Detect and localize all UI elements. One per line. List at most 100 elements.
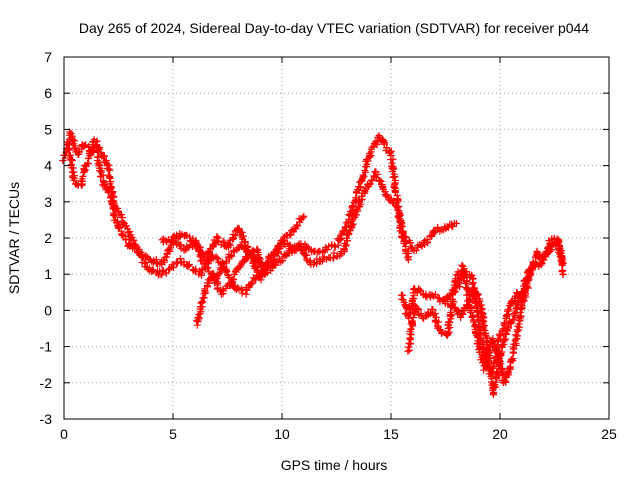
data-point-marker: [423, 236, 431, 244]
data-point-marker: [510, 310, 518, 318]
data-point-marker: [364, 157, 372, 165]
data-point-marker: [192, 265, 200, 273]
data-point-marker: [396, 221, 404, 229]
data-point-marker: [172, 235, 180, 243]
data-point-marker: [373, 141, 381, 149]
data-point-marker: [70, 168, 78, 176]
data-point-marker: [237, 285, 245, 293]
y-tick-label: 4: [44, 158, 52, 174]
data-point-marker: [358, 195, 366, 203]
data-point-marker: [152, 255, 160, 263]
data-point-marker: [408, 317, 416, 325]
data-point-marker: [59, 156, 67, 164]
data-point-marker: [360, 173, 368, 181]
data-point-marker: [512, 331, 520, 339]
axes: 0 5 10 15 20 25 -3 -2 -1 0 1 2 3 4 5 6 7: [40, 49, 617, 442]
data-point-marker: [387, 194, 395, 202]
data-point-marker: [241, 238, 249, 246]
data-point-marker: [455, 307, 463, 315]
data-point-marker: [106, 174, 114, 182]
data-point-marker: [490, 382, 498, 390]
y-tick-label: 1: [44, 266, 52, 282]
data-point-marker: [170, 263, 178, 271]
data-point-marker: [199, 294, 207, 302]
data-point-marker: [416, 286, 424, 294]
data-point-marker: [368, 176, 376, 184]
y-tick-label: 3: [44, 194, 52, 210]
data-point-marker: [234, 284, 242, 292]
data-point-marker: [261, 270, 269, 278]
data-point-marker: [505, 307, 513, 315]
data-point-marker: [463, 286, 471, 294]
data-point-marker: [488, 368, 496, 376]
data-point-marker: [471, 328, 479, 336]
data-point-marker: [334, 241, 342, 249]
data-point-marker: [84, 159, 92, 167]
data-point-marker: [300, 212, 308, 220]
x-axis-label: GPS time / hours: [281, 457, 388, 473]
data-point-marker: [499, 325, 507, 333]
data-point-marker: [117, 227, 125, 235]
data-point-marker: [529, 258, 537, 266]
data-point-marker: [115, 223, 123, 231]
data-points: [59, 128, 567, 399]
data-point-marker: [105, 165, 113, 173]
data-point-marker: [476, 316, 484, 324]
data-point-marker: [361, 167, 369, 175]
data-point-marker: [218, 258, 226, 266]
data-point-marker: [201, 264, 209, 272]
data-point-marker: [525, 275, 533, 283]
data-point-marker: [259, 267, 267, 275]
data-point-marker: [489, 364, 497, 372]
data-point-marker: [299, 214, 307, 222]
data-point-marker: [295, 240, 303, 248]
data-point-marker: [248, 278, 256, 286]
data-point-marker: [479, 340, 487, 348]
data-point-marker: [527, 270, 535, 278]
data-point-marker: [405, 346, 413, 354]
data-point-marker: [238, 289, 246, 297]
data-point-marker: [398, 222, 406, 230]
data-point-marker: [110, 201, 118, 209]
y-tick-label: 5: [44, 121, 52, 137]
data-point-marker: [489, 339, 497, 347]
data-point-marker: [122, 236, 130, 244]
data-point-marker: [445, 318, 453, 326]
data-point-marker: [68, 157, 76, 165]
data-point-marker: [366, 149, 374, 157]
data-point-marker: [357, 200, 365, 208]
data-point-marker: [497, 332, 505, 340]
data-point-marker: [97, 166, 105, 174]
data-point-marker: [559, 259, 567, 267]
data-point-marker: [158, 268, 166, 276]
data-point-marker: [79, 172, 87, 180]
data-point-marker: [217, 290, 225, 298]
y-tick-label: 0: [44, 302, 52, 318]
data-point-marker: [185, 261, 193, 269]
data-point-marker: [467, 309, 475, 317]
data-point-marker: [348, 202, 356, 210]
data-point-marker: [342, 241, 350, 249]
data-point-marker: [203, 256, 211, 264]
data-point-marker: [410, 301, 418, 309]
data-point-marker: [223, 268, 231, 276]
data-point-marker: [559, 270, 567, 278]
data-point-marker: [167, 237, 175, 245]
data-point-marker: [345, 230, 353, 238]
y-tick-label: 6: [44, 85, 52, 101]
data-point-marker: [352, 194, 360, 202]
data-point-marker: [482, 357, 490, 365]
data-point-marker: [445, 223, 453, 231]
data-point-marker: [254, 248, 262, 256]
data-point-marker: [512, 341, 520, 349]
x-tick-label: 25: [601, 426, 617, 442]
data-point-marker: [70, 174, 78, 182]
data-point-marker: [480, 353, 488, 361]
data-point-marker: [368, 143, 376, 151]
data-point-marker: [491, 381, 499, 389]
y-axis-label: SDTVAR / TECUs: [6, 182, 22, 294]
data-point-marker: [410, 292, 418, 300]
x-tick-label: 0: [60, 426, 68, 442]
